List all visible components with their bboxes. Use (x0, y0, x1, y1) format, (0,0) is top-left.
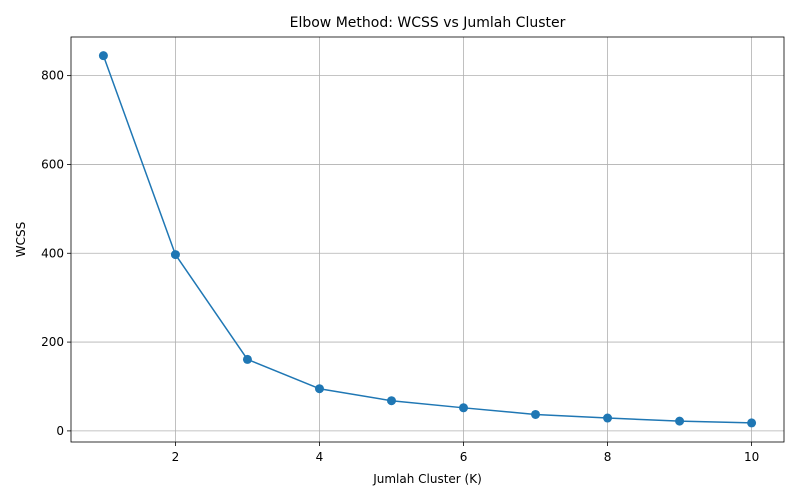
x-tick-label: 6 (460, 450, 468, 464)
chart-title: Elbow Method: WCSS vs Jumlah Cluster (290, 15, 566, 31)
grid (71, 37, 784, 442)
data-point (314, 384, 324, 394)
y-tick-label: 200 (41, 335, 64, 349)
data-point (386, 396, 396, 406)
y-tick-label: 400 (41, 246, 64, 260)
x-tick-label: 10 (744, 450, 759, 464)
data-point (98, 51, 108, 61)
data-point (242, 354, 252, 364)
series-line (102, 55, 752, 424)
data-point (459, 403, 469, 413)
data-point (747, 418, 757, 428)
y-axis-ticks: 0 200 400 600 800 (41, 69, 71, 438)
x-tick-label: 8 (604, 450, 612, 464)
x-axis-title: Jumlah Cluster (K) (372, 472, 482, 486)
y-tick-label: 600 (41, 157, 64, 171)
x-tick-label: 4 (316, 450, 324, 464)
data-point (531, 409, 541, 419)
y-axis-title: WCSS (14, 222, 28, 257)
x-tick-label: 2 (172, 450, 180, 464)
data-point (603, 413, 613, 423)
y-tick-label: 800 (41, 69, 64, 83)
data-point (170, 250, 180, 260)
y-tick-label: 0 (56, 424, 64, 438)
x-axis-ticks: 2 4 6 8 10 (172, 442, 759, 464)
data-point (675, 416, 685, 426)
series-layer (98, 51, 757, 428)
plot-frame (70, 36, 785, 443)
